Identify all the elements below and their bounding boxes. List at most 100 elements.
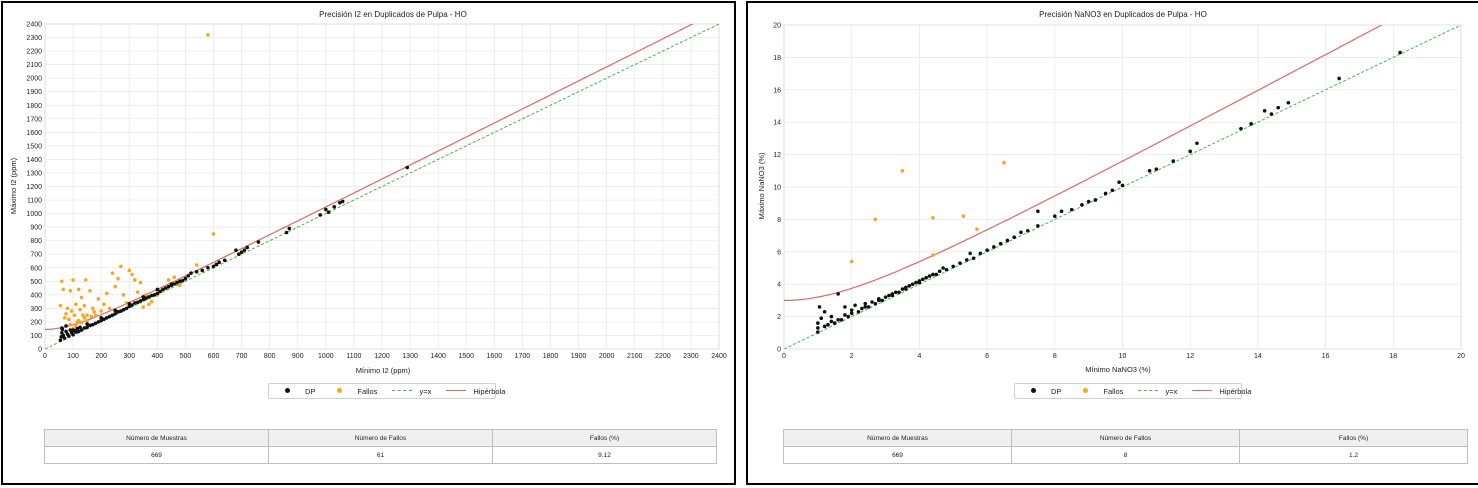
fallos-point (79, 320, 84, 325)
dp-point (180, 278, 185, 283)
dp-point (1398, 50, 1402, 55)
x-tick-label: 1100 (346, 353, 361, 360)
legend-i2: DP Fallos y=x Hipérbola (268, 383, 505, 399)
y-tick-label: 500 (30, 279, 42, 286)
dp-point (853, 303, 857, 308)
dp-point (71, 332, 75, 337)
x-axis-label: Mínimo I2 (ppm) (356, 366, 411, 375)
dp-point (332, 205, 337, 209)
fallos-point (67, 317, 71, 322)
dp-point (121, 307, 126, 312)
fallos-point (931, 215, 935, 220)
legend-label-identity: y=x (419, 386, 432, 396)
x-tick-label: 2300 (683, 353, 699, 360)
fallos-point (76, 318, 81, 323)
x-tick-label: 1500 (458, 353, 474, 360)
fallos-point (133, 278, 137, 282)
dp-point (79, 328, 84, 332)
y-tick-label: 12 (773, 152, 781, 159)
dp-point (836, 318, 840, 322)
dp-point (843, 313, 847, 317)
chart-panel-nano3: Precisión NaNO3 en Duplicados de Pulpa -… (746, 1, 1478, 485)
legend-swatch-dp (277, 387, 299, 395)
stats-value-row: 669 8 1.2 (783, 446, 1468, 464)
plot-content (45, 24, 719, 349)
x-tick-label: 4 (917, 353, 921, 360)
dp-point (127, 304, 132, 309)
fallos-point (83, 278, 88, 282)
chart-title: Precisión NaNO3 en Duplicados de Pulpa -… (1039, 10, 1207, 19)
dp-point (183, 276, 188, 281)
dp-point (236, 252, 241, 257)
dp-point (890, 293, 895, 298)
legend-label-fallos: Fallos (357, 386, 378, 396)
y-tick-label: 800 (30, 238, 42, 245)
dp-point (85, 322, 89, 326)
x-tick-label: 700 (236, 353, 248, 360)
dp-point (64, 324, 68, 328)
fallos-point (149, 299, 154, 304)
dp-point (222, 258, 227, 263)
dp-point (76, 329, 81, 334)
dp-point (186, 274, 191, 278)
dp-point (920, 277, 925, 282)
dp-point (1110, 188, 1115, 193)
dp-point (99, 318, 103, 323)
dp-point (816, 330, 820, 334)
dp-point (944, 267, 949, 272)
dp-point (1086, 199, 1091, 204)
dp-point (964, 258, 969, 262)
dp-point (144, 296, 148, 301)
dp-point (998, 241, 1003, 246)
stats-header-fallos: Número de Fallos (1011, 429, 1240, 447)
dp-point (934, 272, 939, 277)
fallos-point (85, 318, 89, 323)
dp-point (1239, 126, 1243, 131)
dp-point (826, 322, 830, 327)
y-tick-label: 100 (30, 333, 42, 340)
dp-point (96, 320, 101, 324)
stats-header-porcentaje: Fallos (%) (492, 429, 717, 447)
dp-point (107, 314, 112, 319)
fallos-point (61, 287, 66, 292)
fallos-point (135, 290, 140, 294)
y-tick-label: 600 (30, 265, 42, 272)
fallos-point (78, 307, 82, 312)
dp-point (155, 291, 160, 296)
fallos-point (900, 169, 905, 173)
dp-point (914, 280, 918, 285)
dp-point (149, 293, 154, 298)
dp-point (214, 262, 219, 267)
fallos-point (64, 311, 68, 316)
y-tick-label: 0 (38, 347, 42, 354)
legend-label-dp: DP (305, 386, 316, 396)
dp-point (60, 326, 64, 330)
fallos-point (89, 314, 94, 319)
dp-point (239, 250, 244, 254)
dp-point (1036, 209, 1040, 214)
dp-point (1262, 109, 1267, 113)
stats-header-fallos: Número de Fallos (268, 429, 493, 447)
stats-value-fallos: 61 (268, 446, 493, 464)
fallos-point (141, 305, 146, 309)
y-tick-label: 1200 (26, 184, 42, 191)
dp-point (82, 326, 87, 330)
dp-point (863, 305, 868, 309)
fallos-point (172, 275, 176, 280)
y-tick-label: 2000 (26, 76, 42, 83)
dp-point (839, 318, 844, 322)
x-tick-label: 12 (1186, 353, 1194, 360)
x-tick-label: 18 (1389, 353, 1397, 360)
chart-i2: Precisión I2 en Duplicados de Pulpa - HO… (9, 10, 727, 375)
x-tick-label: 200 (95, 353, 107, 360)
stats-value-fallos: 8 (1011, 446, 1240, 464)
dp-point (873, 301, 878, 306)
dp-point (1069, 207, 1074, 212)
fallos-point (178, 283, 182, 288)
dp-point (907, 284, 912, 288)
dp-point (200, 268, 205, 273)
dp-point (256, 240, 261, 244)
x-tick-label: 0 (43, 353, 47, 360)
dp-point (1103, 191, 1108, 196)
dp-point (119, 309, 123, 313)
